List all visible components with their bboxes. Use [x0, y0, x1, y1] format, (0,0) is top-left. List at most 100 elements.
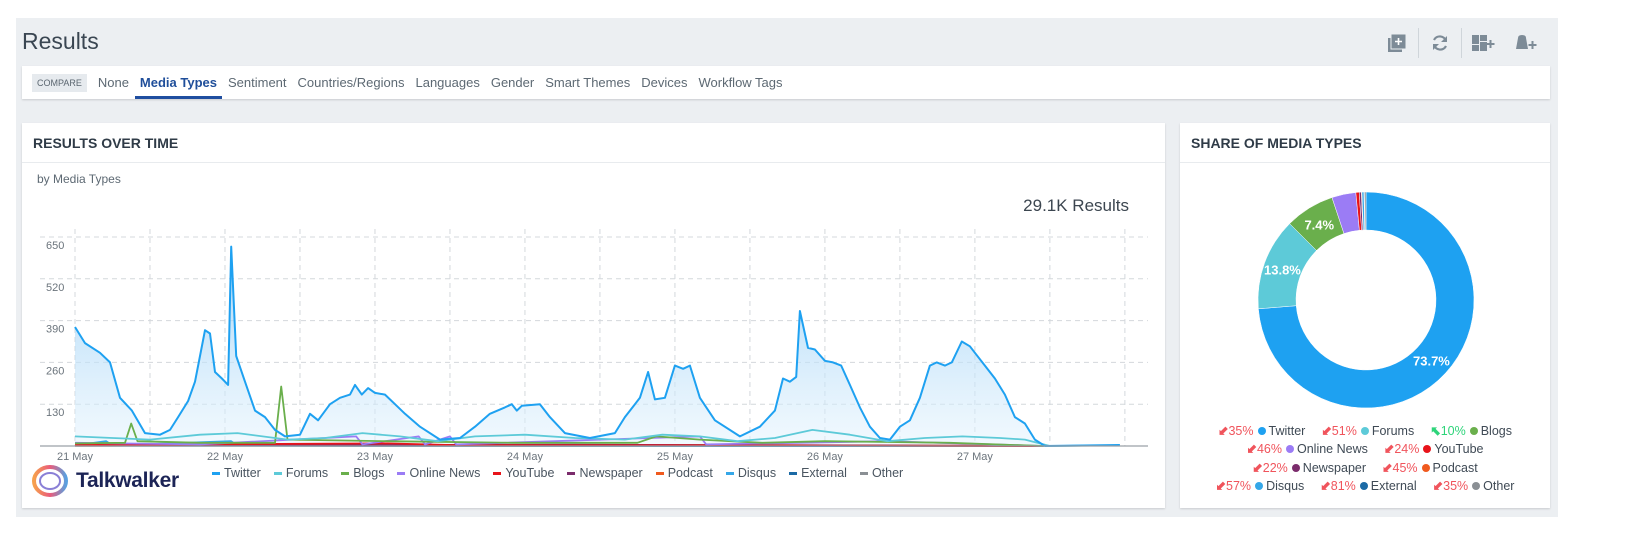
legend-label: Other: [1483, 478, 1515, 493]
legend-item-newspaper[interactable]: ⬋22% Newspaper: [1252, 459, 1366, 477]
legend-item-youtube[interactable]: YouTube: [493, 466, 554, 480]
results-total: 29.1K Results: [1023, 196, 1129, 215]
change-percent: 24%: [1394, 442, 1420, 457]
legend-label: Podcast: [1432, 460, 1478, 475]
legend-label: Twitter: [224, 466, 261, 480]
legend-item-podcast[interactable]: Podcast: [655, 466, 713, 480]
y-tick-label: 650: [46, 240, 64, 252]
compare-bar: COMPARE None Media Types Sentiment Countrie…: [22, 66, 1550, 99]
legend-dot: [1360, 427, 1369, 435]
arrow-down-left-icon: ⬋: [1321, 424, 1332, 438]
arrow-down-left-icon: ⬋: [1215, 478, 1227, 493]
legend-item-twitter[interactable]: ⬋35% Twitter: [1218, 422, 1305, 440]
legend-dot: [1469, 427, 1478, 435]
slice-label: 73.7%: [1413, 353, 1450, 368]
arrow-up-left-icon: ⬉: [1430, 424, 1441, 438]
legend-item-other[interactable]: Other: [859, 466, 904, 480]
y-tick-label: 390: [46, 324, 64, 336]
card-title: RESULTS OVER TIME: [22, 123, 1165, 163]
results-chart[interactable]: 130 260 390 520 650 21 May 22 May 23 May 24 May 2…: [22, 123, 1165, 508]
legend-dot: [1291, 463, 1300, 472]
change-percent: 10%: [1440, 424, 1466, 438]
legend-item-forums[interactable]: ⬋51% Forums: [1321, 422, 1414, 440]
legend-dot: [1423, 445, 1432, 454]
change-percent: 57%: [1226, 478, 1252, 493]
legend-label: Other: [871, 466, 904, 480]
legend-swatch: [655, 471, 664, 475]
legend-label: Disqus: [737, 466, 777, 480]
arrow-down-left-icon: ⬋: [1383, 442, 1395, 457]
donut-legend: ⬋35% Twitter ⬋51% Forums ⬉10% Blogs ⬋46% Online…: [1180, 422, 1550, 495]
brand-name: Talkwalker: [76, 469, 179, 492]
share-of-media-types-card: SHARE OF MEDIA TYPES 73.7% 13.8% 7.4% ⬋35%…: [1180, 123, 1550, 508]
x-tick-label: 25 May: [657, 451, 694, 463]
legend-item-blogs[interactable]: Blogs: [341, 466, 384, 480]
arrow-down-left-icon: ⬋: [1246, 442, 1257, 457]
slice-label: 7.4%: [1304, 217, 1334, 232]
legend-swatch: [859, 471, 868, 475]
change-percent: 35%: [1443, 478, 1469, 493]
legend-item-other[interactable]: ⬋35% Other: [1433, 477, 1515, 495]
legend-item-blogs[interactable]: ⬉10% Blogs: [1430, 422, 1512, 440]
legend-label: Blogs: [353, 466, 385, 480]
legend-swatch: [397, 471, 406, 475]
legend-item-forums[interactable]: Forums: [273, 466, 328, 480]
legend-swatch: [273, 471, 282, 475]
change-percent: 22%: [1262, 460, 1288, 475]
page-title: Results: [22, 28, 99, 54]
legend-label: YouTube: [1434, 442, 1484, 457]
legend-item-external[interactable]: External: [789, 466, 847, 480]
tab-devices[interactable]: Devices: [641, 75, 688, 90]
donut-slice-other[interactable]: [1364, 191, 1367, 231]
add-dashboard-button[interactable]: [1462, 30, 1504, 56]
y-tick-label: 260: [46, 365, 64, 377]
legend-row: ⬋57% Disqus ⬋81% External ⬋ 35% Other: [1180, 477, 1550, 495]
change-percent: 46%: [1256, 442, 1282, 457]
tab-workflow-tags[interactable]: Workflow Tags: [698, 75, 783, 90]
divider: [1418, 28, 1419, 58]
legend-item-disqus[interactable]: ⬋57% Disqus: [1216, 477, 1305, 495]
tab-languages[interactable]: Languages: [415, 75, 480, 90]
legend-item-external[interactable]: ⬋81% External: [1320, 477, 1416, 495]
legend-item-disqus[interactable]: Disqus: [725, 466, 777, 480]
tab-sentiment[interactable]: Sentiment: [227, 75, 287, 90]
arrow-down-left-icon: ⬋: [1382, 460, 1393, 475]
legend-dot: [1255, 481, 1264, 490]
tab-smart-themes[interactable]: Smart Themes: [545, 75, 631, 90]
card-title: SHARE OF MEDIA TYPES: [1180, 123, 1550, 163]
chart-legend: Twitter Forums Blogs Online News YouTube News…: [212, 466, 916, 480]
change-percent: 35%: [1228, 424, 1254, 438]
add-alert-button[interactable]: [1504, 30, 1546, 56]
series-line-blogs[interactable]: [74, 385, 1044, 447]
x-tick-label: 22 May: [207, 451, 244, 463]
legend-item-newspaper[interactable]: Newspaper: [567, 466, 643, 480]
legend-row: ⬋46% Online News ⬋24% YouTube: [1180, 440, 1550, 458]
add-alert-icon: [1516, 35, 1537, 49]
legend-item-online-news[interactable]: ⬋46% Online News: [1246, 440, 1367, 458]
legend-item-twitter[interactable]: Twitter: [212, 466, 261, 480]
arrow-down-left-icon: ⬋: [1217, 424, 1229, 438]
series-line-forums[interactable]: [74, 429, 1119, 447]
donut-slice-twitter[interactable]: [1258, 191, 1475, 409]
tab-countries-regions[interactable]: Countries/Regions: [297, 75, 405, 90]
legend-row: ⬋35% Twitter ⬋51% Forums ⬉10% Blogs: [1180, 422, 1550, 440]
arrow-down-left-icon: ⬋: [1252, 460, 1263, 475]
refresh-button[interactable]: [1419, 30, 1461, 56]
legend-item-youtube[interactable]: ⬋24% YouTube: [1384, 440, 1484, 458]
series-line-twitter[interactable]: [74, 245, 1120, 447]
legend-label: Disqus: [1266, 478, 1305, 493]
tab-none[interactable]: None: [97, 75, 129, 90]
tab-gender[interactable]: Gender: [490, 75, 535, 90]
legend-item-podcast[interactable]: ⬋45% Podcast: [1382, 459, 1478, 477]
legend-label: Blogs: [1480, 424, 1512, 438]
tab-media-types[interactable]: Media Types: [134, 66, 223, 99]
add-widget-button[interactable]: [1376, 30, 1418, 56]
compare-label: COMPARE: [32, 73, 87, 92]
results-over-time-card: RESULTS OVER TIME by Media Types 29.1K R…: [22, 123, 1165, 508]
legend-swatch: [493, 471, 502, 475]
legend-dot: [1359, 481, 1368, 490]
media-share-donut[interactable]: 73.7% 13.8% 7.4%: [1180, 123, 1550, 423]
legend-item-online-news[interactable]: Online News: [397, 466, 480, 480]
x-tick-label: 27 May: [957, 451, 994, 463]
series-area-twitter: [74, 246, 1120, 446]
